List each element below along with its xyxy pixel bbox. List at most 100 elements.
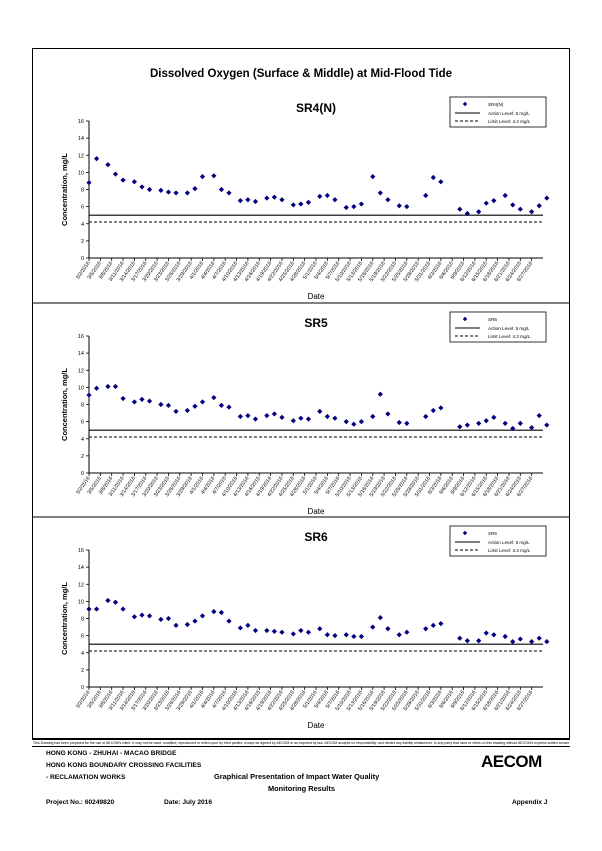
data-point [279,197,285,203]
data-point [423,626,429,632]
data-point [430,174,436,181]
data-point [430,622,436,628]
footer-project-line1: HONG KONG - ZHUHAI - MACAO BRIDGE [46,750,177,757]
data-point [464,422,470,428]
data-point [529,209,535,215]
data-point [370,174,376,180]
y-tick-label: 4 [81,222,84,228]
chart-title: SR5 [304,316,328,330]
data-point [317,626,323,632]
y-tick-label: 4 [81,437,84,443]
legend-action-label: Action Level: 5 mg/L [488,111,530,116]
legend-marker [462,316,468,322]
chart-panel-3: SR602468101214163/2/20163/5/20163/8/2016… [32,516,570,730]
data-point [105,597,111,604]
data-point [396,632,402,638]
y-tick-label: 10 [78,170,84,176]
data-point [245,197,251,203]
data-point [86,180,92,186]
data-point [332,415,338,421]
data-point [343,419,349,425]
data-point [173,622,179,628]
data-point [317,408,323,414]
data-point [192,186,198,192]
data-point [218,402,225,408]
footer-heading-1: Graphical Presentation of Impact Water Q… [214,772,380,781]
data-point [211,609,217,615]
y-tick-label: 8 [81,403,84,409]
y-tick-label: 12 [78,582,84,588]
data-point [510,425,516,432]
data-point [517,206,523,212]
data-point [430,407,436,414]
data-point [377,615,383,621]
data-point [264,413,270,419]
y-tick-label: 14 [78,351,84,357]
data-point [131,614,137,620]
data-point [324,192,330,199]
data-point [211,395,217,401]
data-point [173,190,179,196]
data-point [192,403,198,409]
data-point [510,639,516,645]
data-point [457,635,463,641]
data-point [438,179,444,185]
y-tick-label: 16 [78,548,84,554]
data-point [324,413,330,420]
data-point [483,200,489,206]
y-axis-label: Concentration, mg/L [60,582,69,655]
data-point [279,414,285,420]
data-point [105,162,111,168]
data-point [165,402,172,408]
chart-panel-2: SR502468101214163/2/20163/5/20163/8/2016… [32,302,570,516]
y-tick-label: 6 [81,420,84,426]
data-point [385,411,391,417]
data-point [158,616,164,622]
data-point [199,174,206,180]
data-point [245,622,251,628]
data-point [245,413,251,419]
y-tick-label: 2 [81,668,84,674]
y-tick-label: 8 [81,617,84,623]
data-point [483,630,489,636]
data-point [544,422,550,428]
data-point [112,171,119,177]
data-point [385,197,391,203]
data-point [404,629,410,635]
data-point [184,190,190,196]
legend-box [449,311,547,343]
data-point [139,184,145,190]
data-point [517,420,523,426]
data-point [370,624,376,630]
data-point [351,421,357,427]
y-tick-label: 14 [78,136,84,142]
legend-action-label: Action Level: 5 mg/L [488,540,530,545]
footer-divider [32,746,570,747]
data-point [165,189,172,195]
data-point [438,405,444,411]
data-point [502,420,508,426]
data-point [120,395,126,402]
data-point [351,633,357,640]
drawing-sheet [32,48,570,740]
data-point [120,177,126,183]
y-tick-label: 16 [78,119,84,125]
data-point [93,156,100,162]
data-point [502,633,508,640]
y-tick-label: 14 [78,565,84,571]
data-point [536,203,542,209]
data-point [290,418,296,424]
footer-project-line2: HONG KONG BOUNDARY CROSSING FACILITIES [46,762,202,769]
data-point [279,629,285,635]
y-tick-label: 12 [78,153,84,159]
chart-panel-1: SR4(N)02468101214163/2/20163/5/20163/8/2… [60,96,550,301]
data-point [184,407,190,414]
data-point [158,401,164,408]
legend-series-label: SR6 [488,531,497,536]
data-point [502,192,508,199]
legend-limit-label: Limit Level: 4.2 mg/L [488,119,531,124]
data-point [184,621,190,628]
data-point [438,621,444,627]
legend-box [449,525,547,557]
